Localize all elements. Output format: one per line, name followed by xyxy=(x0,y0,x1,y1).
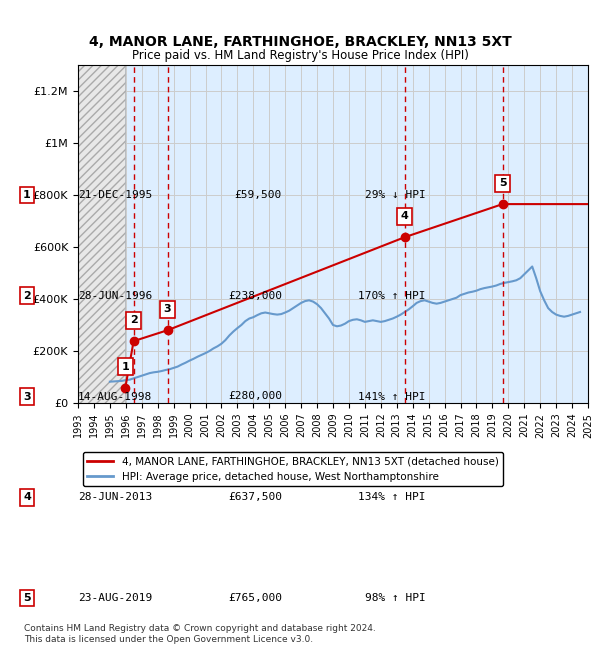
Text: Price paid vs. HM Land Registry's House Price Index (HPI): Price paid vs. HM Land Registry's House … xyxy=(131,49,469,62)
Text: 5: 5 xyxy=(23,593,31,603)
Bar xyxy=(78,65,125,403)
Text: £637,500: £637,500 xyxy=(228,492,282,502)
Text: 3: 3 xyxy=(23,391,31,402)
Text: 4: 4 xyxy=(23,492,31,502)
Legend: 4, MANOR LANE, FARTHINGHOE, BRACKLEY, NN13 5XT (detached house), HPI: Average pr: 4, MANOR LANE, FARTHINGHOE, BRACKLEY, NN… xyxy=(83,452,503,486)
Text: Contains HM Land Registry data © Crown copyright and database right 2024.
This d: Contains HM Land Registry data © Crown c… xyxy=(24,624,376,644)
Text: 4: 4 xyxy=(401,211,409,222)
Text: 3: 3 xyxy=(164,304,172,315)
Text: 5: 5 xyxy=(499,178,506,188)
Text: 29% ↓ HPI: 29% ↓ HPI xyxy=(365,190,426,200)
Text: 134% ↑ HPI: 134% ↑ HPI xyxy=(359,492,426,502)
Text: £280,000: £280,000 xyxy=(228,391,282,402)
Text: 23-AUG-2019: 23-AUG-2019 xyxy=(78,593,152,603)
Text: 1: 1 xyxy=(23,190,31,200)
Text: 14-AUG-1998: 14-AUG-1998 xyxy=(78,391,152,402)
Text: 141% ↑ HPI: 141% ↑ HPI xyxy=(359,391,426,402)
Text: 170% ↑ HPI: 170% ↑ HPI xyxy=(359,291,426,301)
Bar xyxy=(78,65,125,403)
Text: 2: 2 xyxy=(23,291,31,301)
Text: 4, MANOR LANE, FARTHINGHOE, BRACKLEY, NN13 5XT: 4, MANOR LANE, FARTHINGHOE, BRACKLEY, NN… xyxy=(89,35,511,49)
Text: 28-JUN-1996: 28-JUN-1996 xyxy=(78,291,152,301)
Text: 2: 2 xyxy=(130,315,137,325)
Text: 98% ↑ HPI: 98% ↑ HPI xyxy=(365,593,426,603)
Text: 21-DEC-1995: 21-DEC-1995 xyxy=(78,190,152,200)
Text: £765,000: £765,000 xyxy=(228,593,282,603)
Text: £238,000: £238,000 xyxy=(228,291,282,301)
Text: £59,500: £59,500 xyxy=(235,190,282,200)
Text: 1: 1 xyxy=(121,362,129,372)
Text: 28-JUN-2013: 28-JUN-2013 xyxy=(78,492,152,502)
